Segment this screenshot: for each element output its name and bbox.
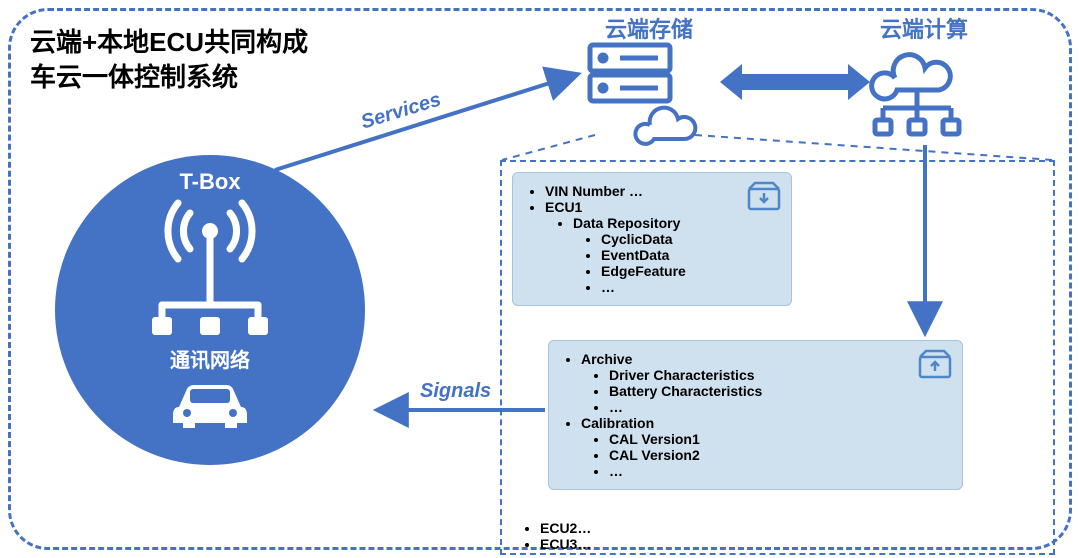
title-1b: 共同构成 <box>204 27 308 57</box>
box-download-icon <box>747 181 781 211</box>
title-2a: 车云一体 <box>30 62 134 92</box>
box-upload-icon <box>918 349 952 379</box>
data-repo-label: Data Repository <box>573 215 680 231</box>
cloud-storage-label: 云端存储 <box>605 12 693 44</box>
tbox-circle: T-Box 通讯网络 <box>55 155 365 465</box>
archive-item-0: Driver Characteristics <box>609 367 948 383</box>
ecu1-item: ECU1 <box>545 199 582 215</box>
title-1a: 云端+本地ECU <box>30 27 204 57</box>
network-label: 通讯网络 <box>55 344 365 373</box>
antenna-network-icon <box>130 195 290 340</box>
archive-label: Archive <box>581 351 632 367</box>
cal-item-2: … <box>609 463 948 479</box>
title-2b: 控制系统 <box>134 62 238 92</box>
data-item-0: CyclicData <box>601 231 777 247</box>
signals-label: Signals <box>420 380 491 403</box>
cal-item-1: CAL Version2 <box>609 447 948 463</box>
panel-data-repository: VIN Number … ECU1 Data Repository Cyclic… <box>512 172 792 306</box>
diagram-title: 云端+本地ECU共同构成 车云一体控制系统 <box>30 25 308 95</box>
ecu-extra: ECU2… ECU3… <box>522 520 591 552</box>
data-item-2: EdgeFeature <box>601 263 777 279</box>
calibration-label: Calibration <box>581 415 654 431</box>
data-item-3: … <box>601 279 777 295</box>
ecu2-item: ECU2… <box>540 520 591 536</box>
vin-item: VIN Number … <box>545 183 777 199</box>
data-item-1: EventData <box>601 247 777 263</box>
panel-archive-calibration: Archive Driver Characteristics Battery C… <box>548 340 963 490</box>
tbox-label: T-Box <box>55 169 365 195</box>
cloud-compute-label: 云端计算 <box>880 12 968 44</box>
ecu3-item: ECU3… <box>540 536 591 552</box>
cal-item-0: CAL Version1 <box>609 431 948 447</box>
archive-item-2: … <box>609 399 948 415</box>
archive-item-1: Battery Characteristics <box>609 383 948 399</box>
car-icon <box>165 375 255 430</box>
